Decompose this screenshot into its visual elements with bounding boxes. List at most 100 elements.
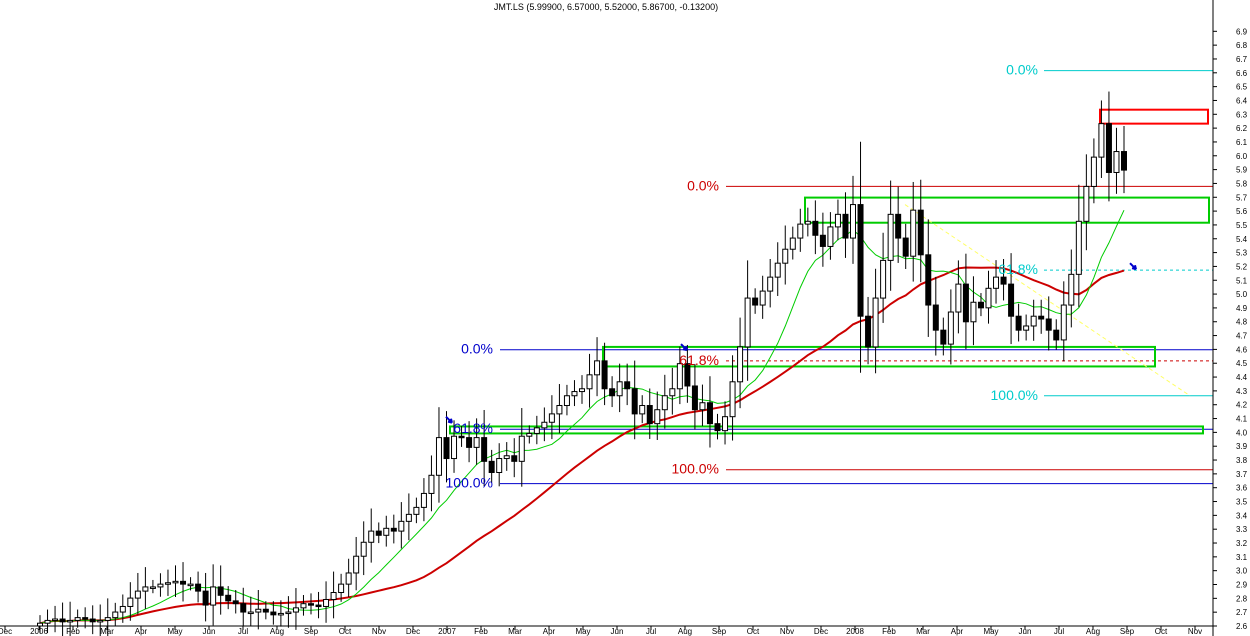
candle-body xyxy=(947,311,954,345)
candle-body xyxy=(940,329,947,345)
candle-body xyxy=(714,423,721,432)
candle-body xyxy=(67,619,74,623)
candle-body xyxy=(262,608,269,613)
fib-level-label: 0.0% xyxy=(1006,62,1038,78)
y-tick-label: 6.2 xyxy=(1236,124,1248,133)
x-tick-label: Aug xyxy=(1086,627,1100,636)
x-tick-label: Sep xyxy=(1120,627,1135,636)
price-zone-box xyxy=(449,425,1204,435)
x-tick-label: Aug xyxy=(270,627,284,636)
candle-body xyxy=(1030,315,1037,327)
candle-body xyxy=(270,611,277,616)
y-tick-label: 3.0 xyxy=(1236,567,1248,576)
candle-body xyxy=(654,409,661,425)
signal-arrows xyxy=(445,262,1137,424)
candle-body xyxy=(44,619,51,624)
candle-body xyxy=(1023,325,1030,331)
candle-body xyxy=(850,204,856,239)
candle-body xyxy=(533,427,540,434)
x-tick-label: 2007 xyxy=(438,627,456,636)
candle-body xyxy=(1098,123,1105,158)
candle-body xyxy=(134,590,141,599)
candle-body xyxy=(548,413,555,423)
down-arrow-marker xyxy=(1129,262,1137,271)
x-tick-label: Oct xyxy=(747,627,760,636)
candle-body xyxy=(473,437,480,448)
candle-body xyxy=(729,381,736,418)
candle-body xyxy=(691,385,698,411)
candle-body xyxy=(255,608,262,613)
candle-body xyxy=(639,405,646,415)
candle-body xyxy=(300,603,307,609)
y-tick-label: 5.5 xyxy=(1236,221,1248,230)
candle-body xyxy=(804,220,811,225)
x-tick-label: Dec xyxy=(406,627,420,636)
x-tick-label: Nov xyxy=(1188,627,1202,636)
support-resistance-zones xyxy=(449,108,1210,435)
x-tick-label: Mar xyxy=(100,627,114,636)
candle-body xyxy=(285,611,292,615)
y-tick-label: 2.6 xyxy=(1236,622,1248,631)
fib-level-label: 0.0% xyxy=(461,341,493,357)
x-tick-label: Dec xyxy=(814,627,828,636)
candle-body xyxy=(1068,273,1075,306)
candle-body xyxy=(511,455,518,462)
y-tick-label: 6.4 xyxy=(1236,96,1248,105)
candle-body xyxy=(774,262,781,278)
candle-body xyxy=(451,435,458,460)
y-tick-label: 6.3 xyxy=(1236,110,1248,119)
y-tick-label: 3.2 xyxy=(1236,539,1248,548)
candle-body xyxy=(277,612,284,616)
candle-body xyxy=(1090,156,1097,187)
candle-body xyxy=(420,492,427,508)
y-tick-label: 3.4 xyxy=(1236,511,1248,520)
candle-body xyxy=(925,254,932,306)
candle-body xyxy=(541,421,548,429)
y-tick-label: 5.9 xyxy=(1236,166,1248,175)
candle-body xyxy=(759,290,766,306)
y-tick-label: 3.7 xyxy=(1236,470,1248,479)
x-tick-label: Dec xyxy=(0,627,12,636)
x-tick-label: Apr xyxy=(951,627,964,636)
y-tick-label: 2.8 xyxy=(1236,594,1248,603)
candle-body xyxy=(112,611,119,619)
candle-body xyxy=(1038,315,1045,320)
candle-body xyxy=(59,618,66,623)
y-tick-label: 6.9 xyxy=(1236,27,1248,36)
candle-body xyxy=(466,437,473,448)
candle-body xyxy=(104,617,111,621)
candle-body xyxy=(993,276,1000,289)
candle-body xyxy=(210,586,217,606)
y-tick-label: 2.9 xyxy=(1236,581,1248,590)
y-tick-label: 4.1 xyxy=(1236,415,1248,424)
candle-body xyxy=(970,301,977,323)
x-tick-label: Sep xyxy=(304,627,319,636)
y-tick-label: 5.7 xyxy=(1236,193,1248,202)
x-tick-label: Jun xyxy=(611,627,624,636)
x-tick-label: Feb xyxy=(882,627,896,636)
trendline xyxy=(904,204,1191,397)
candle-body xyxy=(669,388,676,397)
fib-level-label: 61.8% xyxy=(998,261,1038,277)
y-tick-label: 6.6 xyxy=(1236,69,1248,78)
candle-body xyxy=(842,213,849,239)
y-tick-label: 4.5 xyxy=(1236,359,1248,368)
fibonacci-levels xyxy=(500,70,1213,485)
candle-body xyxy=(526,432,533,437)
candle-body xyxy=(819,234,826,247)
y-tick-label: 4.2 xyxy=(1236,401,1248,410)
x-tick-label: 2006 xyxy=(30,627,48,636)
candle-body xyxy=(1000,276,1007,285)
moving-average-long xyxy=(39,266,1125,625)
candle-body xyxy=(315,604,322,608)
candle-body xyxy=(398,520,405,532)
x-tick-label: Feb xyxy=(66,627,80,636)
candle-body xyxy=(375,530,382,536)
candle-body xyxy=(579,388,585,393)
candle-body xyxy=(353,555,360,574)
x-tick-label: Apr xyxy=(135,627,148,636)
candle-body xyxy=(390,527,397,532)
candle-body xyxy=(789,237,796,250)
candle-body xyxy=(360,541,367,557)
candle-body xyxy=(631,388,638,415)
